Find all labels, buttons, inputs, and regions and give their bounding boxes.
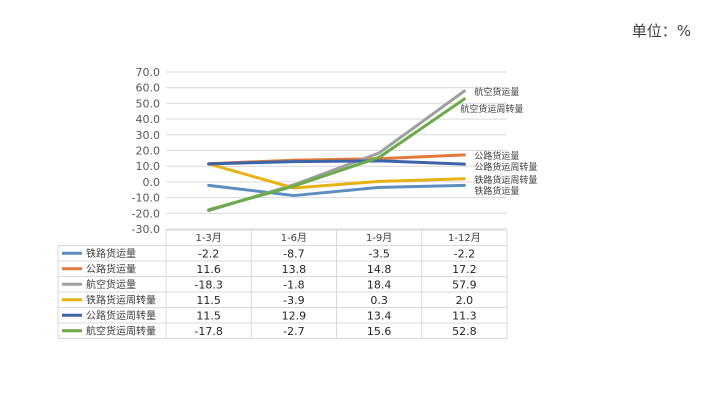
y-tick-label: -20.0 (132, 207, 160, 220)
table-cell: 52.8 (452, 325, 477, 338)
table-cell: 13.4 (367, 309, 392, 322)
table-cell: -8.7 (283, 247, 304, 260)
y-tick-label: 20.0 (136, 145, 161, 158)
table-cell: -2.2 (454, 247, 475, 260)
series-end-label: 航空货运量 (474, 86, 519, 98)
series-lines (207, 89, 466, 213)
table-cell: 12.9 (282, 309, 307, 322)
y-tick-label: 0.0 (143, 176, 161, 189)
y-tick-label: 60.0 (136, 82, 161, 95)
series-line-4 (207, 159, 466, 166)
x-category-label: 1-6月 (281, 232, 307, 244)
table-cell: 11.3 (452, 309, 477, 322)
y-tick-label: 40.0 (136, 113, 161, 126)
series-end-label: 航空货运周转量 (460, 103, 523, 115)
table-cell: -2.7 (283, 325, 304, 338)
table-cell: 13.8 (282, 263, 307, 276)
x-category-label: 1-3月 (195, 232, 221, 244)
table-cell: -3.9 (283, 294, 304, 307)
series-end-label: 铁路货运量 (474, 185, 519, 197)
legend-label: 航空货运量 (86, 278, 136, 291)
table-cell: -2.2 (198, 247, 219, 260)
y-tick-label: 70.0 (136, 66, 161, 79)
x-category-label: 1-12月 (448, 232, 481, 244)
gridlines (166, 71, 507, 230)
legend-label: 铁路货运周转量 (86, 293, 156, 306)
y-tick-label: -30.0 (132, 223, 160, 236)
table-cell: -18.3 (194, 278, 222, 291)
series-line-0 (207, 183, 466, 198)
table-cell: 11.5 (196, 309, 221, 322)
table-cell: -3.5 (368, 247, 389, 260)
x-category-label: 1-9月 (366, 232, 392, 244)
table-cell: 18.4 (367, 278, 392, 291)
unit-label: 单位：% (631, 22, 691, 40)
series-end-label: 公路货运量 (474, 150, 519, 162)
table-cell: 11.5 (196, 294, 221, 307)
series-end-label: 公路货运周转量 (474, 161, 537, 173)
y-tick-label: 50.0 (136, 97, 161, 110)
table-cell: 15.6 (367, 325, 392, 338)
table-cell: 57.9 (452, 278, 477, 291)
table-cell: 17.2 (452, 263, 477, 276)
legend-label: 铁路货运量 (86, 247, 136, 260)
table-cell: 11.6 (196, 263, 221, 276)
series-line-3 (207, 162, 466, 190)
y-axis-ticks: 70.0 60.0 50.0 40.0 30.0 20.0 10.0 0.0 -10.0 -20.… (132, 66, 160, 236)
table-cell: 2.0 (456, 294, 474, 307)
table-cell: 14.8 (367, 263, 392, 276)
table-cell: 0.3 (370, 294, 388, 307)
y-tick-label: -10.0 (132, 192, 160, 205)
table-cell: -1.8 (283, 278, 304, 291)
legend-label: 航空货运周转量 (86, 324, 156, 337)
y-tick-label: 30.0 (136, 129, 161, 142)
series-end-label: 铁路货运周转量 (474, 174, 537, 186)
legend-label: 公路货运量 (86, 262, 136, 275)
y-tick-label: 10.0 (136, 160, 161, 173)
table-cell: -17.8 (194, 325, 222, 338)
legend-label: 公路货运周转量 (86, 309, 156, 322)
series-line-5 (207, 97, 466, 212)
